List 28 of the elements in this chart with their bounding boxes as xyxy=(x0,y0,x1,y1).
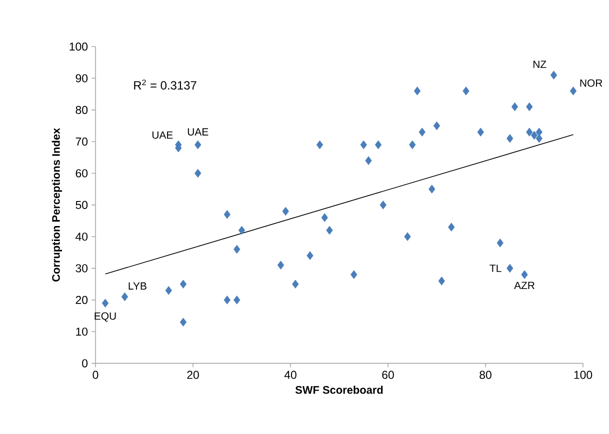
y-tick-label: 80 xyxy=(76,106,88,114)
annotation: R$^{2}$ = 0.3137 xyxy=(134,80,196,90)
y-tick-label: 20 xyxy=(76,296,88,304)
y-tick-label: 0 xyxy=(82,359,88,368)
x-tick-label: 20 xyxy=(187,370,199,379)
y-tick-label: 90 xyxy=(76,74,88,82)
y-tick-label: 70 xyxy=(76,138,88,146)
y-tick-label: 100 xyxy=(70,42,88,51)
y-tick-label: 30 xyxy=(76,264,88,272)
annotation: TL xyxy=(490,264,502,272)
y-tick-label: 60 xyxy=(76,169,88,178)
annotation: UAE xyxy=(188,128,208,136)
annotation: NZ xyxy=(533,60,546,68)
annotation: EQU xyxy=(94,312,116,322)
y-tick-label: 40 xyxy=(76,232,88,241)
y-tick-label: 50 xyxy=(76,200,88,209)
x-tick-label: 40 xyxy=(284,370,296,379)
annotation: LYB xyxy=(128,282,146,290)
x-tick-label: 80 xyxy=(480,370,492,379)
x-tick-label: 100 xyxy=(574,370,592,379)
annotation: NOR xyxy=(580,79,602,87)
x-axis-title: SWF Scoreboard xyxy=(295,386,383,394)
x-tick-label: 0 xyxy=(92,370,98,379)
annotation: AZR xyxy=(514,282,534,290)
annotation: UAE xyxy=(152,131,173,139)
y-axis-title: Corruption Perceptions Index xyxy=(52,128,62,282)
y-tick-label: 10 xyxy=(76,328,88,336)
x-tick-label: 60 xyxy=(382,370,394,379)
